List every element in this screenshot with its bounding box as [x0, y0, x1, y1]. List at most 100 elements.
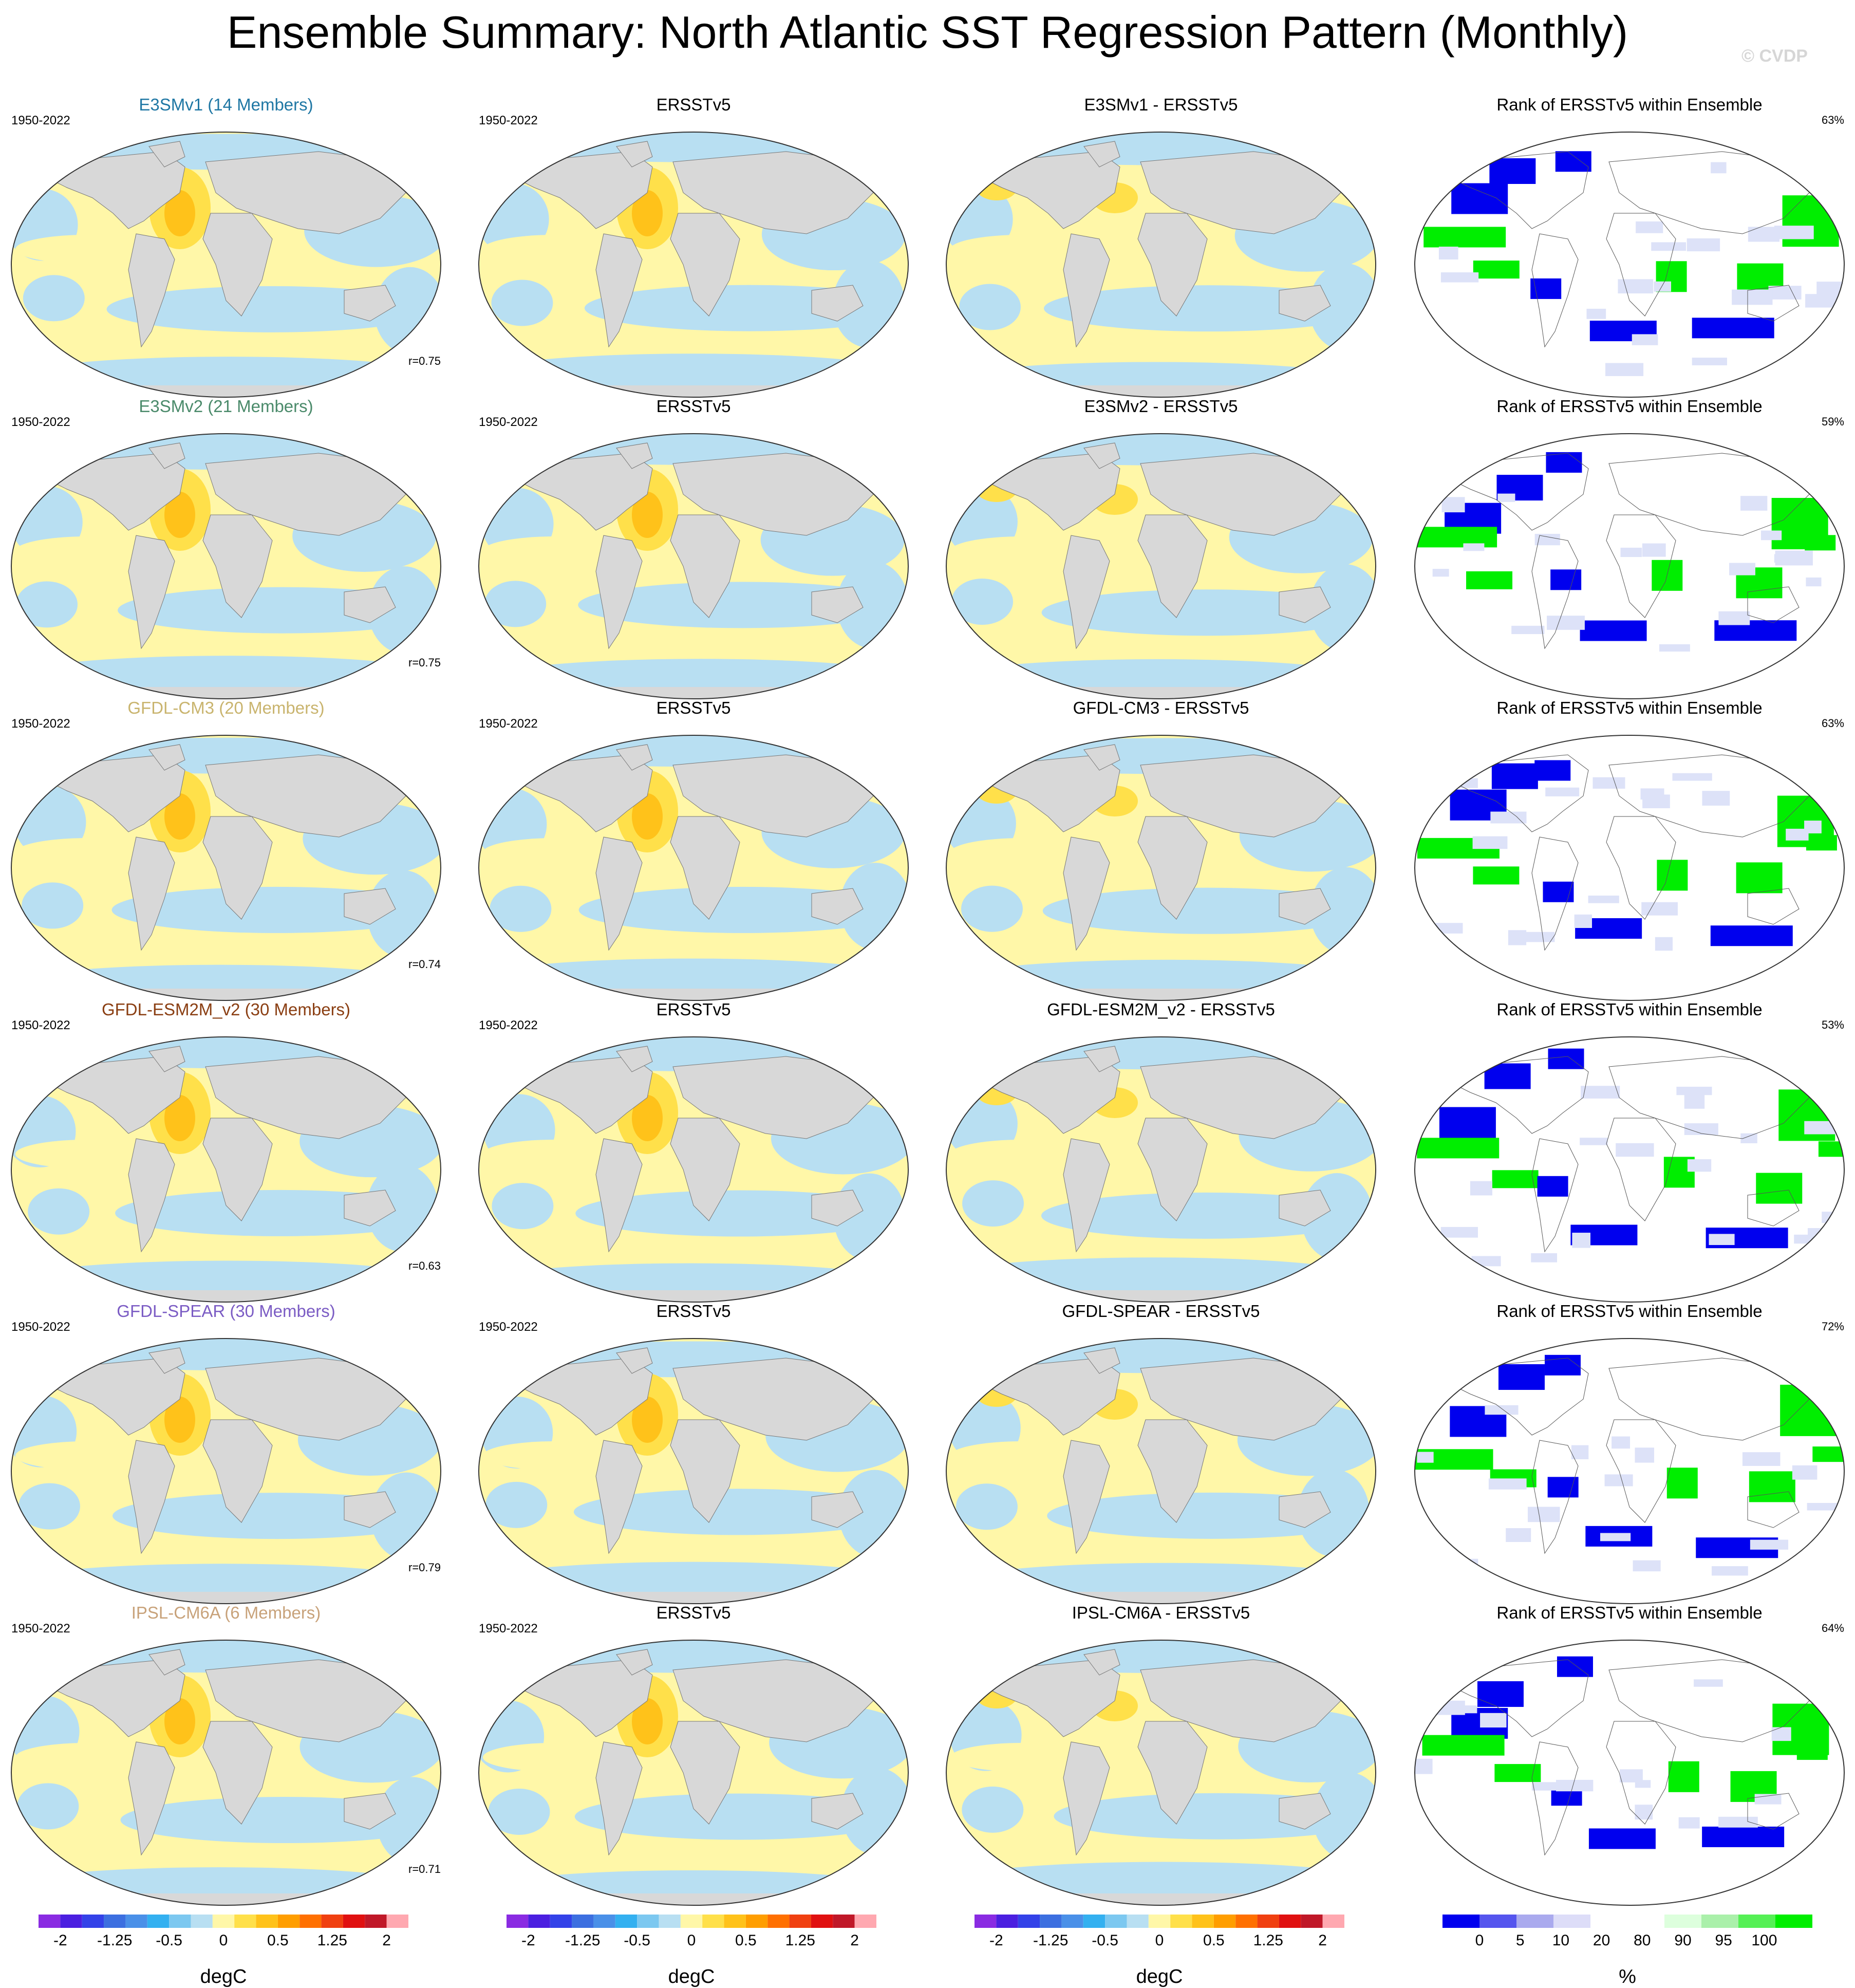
- south-america-land: [595, 837, 643, 951]
- colorbar-tick-label: 90: [1674, 1932, 1691, 1949]
- africa-land: [202, 816, 273, 920]
- rank-mid-patch: [1806, 577, 1822, 587]
- rank-mid-patch: [1581, 1086, 1620, 1099]
- positive-anomaly: [15, 1441, 159, 1470]
- rank-mid-patch: [1642, 794, 1670, 808]
- negative-anomaly: [28, 1188, 90, 1235]
- obs-panel: ERSSTv5 1950-2022: [478, 698, 909, 1007]
- obs-panel: ERSSTv5 1950-2022: [478, 95, 909, 403]
- rank-mid-patch: [1528, 1507, 1560, 1522]
- australia-coastline: [1747, 1793, 1800, 1830]
- negative-anomaly: [479, 434, 908, 465]
- panel-title: ERSSTv5: [656, 1302, 731, 1321]
- colorbar-swatch: [1516, 1915, 1553, 1928]
- rank-mid-patch: [1742, 1452, 1781, 1466]
- rank-mid-patch: [1684, 1095, 1705, 1109]
- negative-anomaly: [959, 284, 1021, 330]
- africa-land: [670, 213, 740, 317]
- colorbar-swatch: [299, 1915, 322, 1928]
- south-america-land: [128, 1741, 175, 1856]
- negative-anomaly: [479, 1640, 907, 1673]
- rank-mid-patch: [1754, 1794, 1782, 1805]
- map-border: [946, 1338, 1376, 1604]
- africa-land: [1137, 1721, 1208, 1825]
- map-border: [946, 132, 1376, 398]
- rank-high-patch: [1812, 1446, 1844, 1462]
- rank-mid-patch: [1641, 902, 1678, 916]
- positive-anomaly-strong: [632, 492, 663, 538]
- greenland-land: [616, 744, 653, 771]
- negative-anomaly: [481, 132, 908, 162]
- rank-panel: Rank of ERSSTv5 within Ensemble 63%: [1414, 95, 1845, 403]
- model-panel: IPSL-CM6A (6 Members) 1950-2022 r=0.71: [10, 1603, 442, 1911]
- rank-low-patch: [1537, 1176, 1568, 1197]
- pattern-correlation: r=0.71: [408, 1863, 441, 1875]
- panel-title: ERSSTv5: [656, 95, 731, 114]
- colorbar-swatch: [321, 1915, 343, 1928]
- obs-panel: ERSSTv5 1950-2022: [478, 1000, 909, 1308]
- positive-anomaly: [483, 536, 627, 565]
- sst-map: [946, 132, 1376, 398]
- greenland-land: [148, 744, 185, 771]
- north-america-land: [981, 453, 1120, 531]
- north-america-coastline: [1449, 1659, 1589, 1737]
- rank-mid-patch: [1485, 1405, 1519, 1415]
- colorbar-swatch: [1590, 1915, 1627, 1928]
- south-america-land: [1063, 233, 1110, 348]
- colorbar-swatch: [365, 1915, 387, 1928]
- colorbar-swatch: [507, 1915, 529, 1928]
- map-border: [11, 735, 441, 1001]
- rank-mid-patch: [1732, 289, 1773, 305]
- colorbar-tick-label: -0.5: [1092, 1932, 1118, 1949]
- rank-mid-patch: [1709, 1234, 1735, 1246]
- rank-mid-patch: [1580, 1138, 1608, 1145]
- colorbar-tick-label: 1.25: [785, 1932, 815, 1949]
- colorbar-tick-label: 0.5: [735, 1932, 757, 1949]
- colorbar-swatch: [234, 1915, 256, 1928]
- north-america-land: [513, 151, 653, 229]
- greenland-land: [1083, 1347, 1120, 1374]
- colorbar-tick-label: -2: [989, 1932, 1003, 1949]
- map-border: [946, 735, 1376, 1001]
- rank-high-patch: [1466, 571, 1513, 589]
- colorbar-model: -2 -1.25 -0.5 0 0.5 1.25 2 degC: [28, 1915, 419, 1987]
- south-america-land: [1063, 535, 1110, 649]
- south-america-coastline: [1531, 233, 1579, 348]
- colorbar-obs: -2 -1.25 -0.5 0 0.5 1.25 2 degC: [496, 1915, 887, 1987]
- greenland-land: [616, 442, 653, 469]
- rank-mid-patch: [1750, 1539, 1789, 1550]
- rank-mid-patch: [1441, 497, 1465, 513]
- south-america-land: [128, 837, 175, 951]
- rank-mid-patch: [1748, 227, 1780, 242]
- positive-anomaly: [950, 1441, 1094, 1470]
- north-america-land: [513, 453, 653, 531]
- obs-panel: ERSSTv5 1950-2022: [478, 1302, 909, 1610]
- model-panel: E3SMv2 (21 Members) 1950-2022 r=0.75: [10, 397, 442, 705]
- rank-mid-patch: [1547, 616, 1585, 630]
- rank-high-patch: [1423, 227, 1506, 248]
- africa-land: [670, 514, 740, 618]
- sst-map: [946, 1338, 1376, 1604]
- sst-map: [478, 132, 909, 398]
- australia-land: [1279, 1793, 1331, 1830]
- north-america-coastline: [1449, 1056, 1589, 1134]
- pattern-correlation: r=0.75: [408, 656, 441, 669]
- south-america-land: [595, 233, 643, 348]
- australia-land: [344, 1793, 396, 1830]
- colorbar-swatch: [169, 1915, 191, 1928]
- panel-title: Rank of ERSSTv5 within Ensemble: [1496, 1603, 1763, 1622]
- map-border: [1414, 433, 1845, 699]
- rank-mid-patch: [1778, 1568, 1811, 1583]
- colorbar-swatch: [1040, 1915, 1062, 1928]
- north-america-coastline: [1449, 754, 1589, 832]
- rank-mid-patch: [1458, 1558, 1478, 1573]
- positive-anomaly: [15, 838, 159, 867]
- rank-high-patch: [1780, 1384, 1837, 1436]
- australia-land: [811, 1491, 864, 1528]
- map-border: [946, 1036, 1376, 1303]
- negative-anomaly: [15, 1037, 441, 1069]
- rank-low-patch: [1489, 158, 1536, 184]
- rank-low-patch: [1439, 1107, 1496, 1138]
- colorbar-tick-label: 0.5: [267, 1932, 289, 1949]
- rank-mid-patch: [1635, 1447, 1654, 1463]
